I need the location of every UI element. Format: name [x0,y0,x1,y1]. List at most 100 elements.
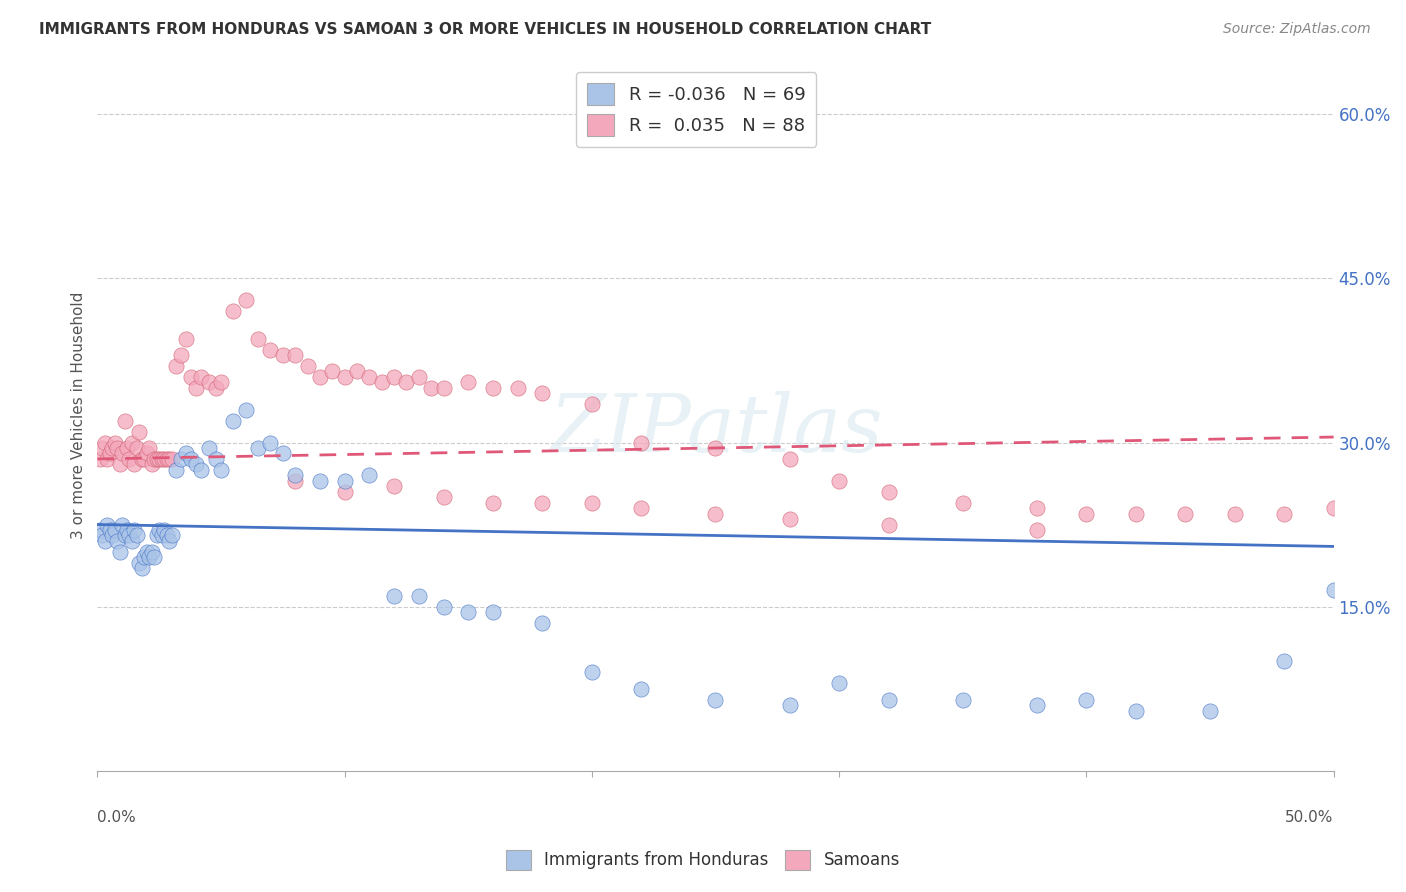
Point [877,517,900,532]
Point [531,496,554,510]
Point [420,381,443,395]
Point [105,441,128,455]
Point [125,441,148,455]
Point [704,441,727,455]
Point [1026,523,1049,537]
Point [382,479,405,493]
Point [1272,654,1295,668]
Point [143,451,166,466]
Point [828,474,851,488]
Point [346,364,368,378]
Point [114,528,136,542]
Point [382,589,405,603]
Point [105,533,128,548]
Point [297,359,319,373]
Point [581,496,603,510]
Point [321,364,343,378]
Point [779,451,801,466]
Point [704,692,727,706]
Point [114,414,136,428]
Point [952,496,974,510]
Point [89,523,111,537]
Point [205,451,228,466]
Point [247,441,270,455]
Point [160,528,183,542]
Point [94,533,117,548]
Point [170,451,193,466]
Point [190,369,212,384]
Point [197,441,219,455]
Point [370,376,392,390]
Point [1125,704,1147,718]
Text: IMMIGRANTS FROM HONDURAS VS SAMOAN 3 OR MORE VEHICLES IN HOUSEHOLD CORRELATION C: IMMIGRANTS FROM HONDURAS VS SAMOAN 3 OR … [39,22,932,37]
Point [150,528,173,542]
Point [779,512,801,526]
Point [128,556,150,570]
Text: Source: ZipAtlas.com: Source: ZipAtlas.com [1223,22,1371,37]
Point [143,550,166,565]
Point [166,463,188,477]
Point [91,528,114,542]
Point [135,446,157,460]
Text: 0.0%: 0.0% [97,810,136,825]
Point [166,359,188,373]
Point [531,386,554,401]
Point [125,528,148,542]
Point [1076,692,1098,706]
Point [131,561,153,575]
Point [124,523,146,537]
Point [1076,507,1098,521]
Point [108,458,131,472]
Point [115,523,138,537]
Point [581,397,603,411]
Point [531,615,554,630]
Point [180,369,202,384]
Point [1199,704,1222,718]
Point [101,528,124,542]
Point [333,474,356,488]
Point [153,523,176,537]
Point [157,533,180,548]
Point [124,458,146,472]
Point [1323,583,1346,598]
Point [160,451,183,466]
Point [141,545,163,559]
Point [115,441,138,455]
Point [131,451,153,466]
Point [145,528,167,542]
Point [128,425,150,439]
Point [359,468,381,483]
Point [581,665,603,680]
Point [432,599,454,614]
Point [235,402,257,417]
Point [333,369,356,384]
Point [121,435,143,450]
Point [457,605,479,619]
Point [630,501,652,516]
Point [186,458,208,472]
Point [630,435,652,450]
Text: 50.0%: 50.0% [1285,810,1334,825]
Point [309,474,332,488]
Point [104,435,127,450]
Point [284,348,307,362]
Point [482,381,505,395]
Point [186,381,208,395]
Point [271,446,294,460]
Point [176,332,198,346]
Point [630,681,652,696]
Point [121,533,143,548]
Point [271,348,294,362]
Point [190,463,212,477]
Point [138,550,160,565]
Point [141,458,163,472]
Point [148,451,170,466]
Point [333,484,356,499]
Point [222,304,245,318]
Point [157,451,180,466]
Point [1125,507,1147,521]
Point [138,441,160,455]
Point [170,348,193,362]
Point [877,692,900,706]
Point [432,381,454,395]
